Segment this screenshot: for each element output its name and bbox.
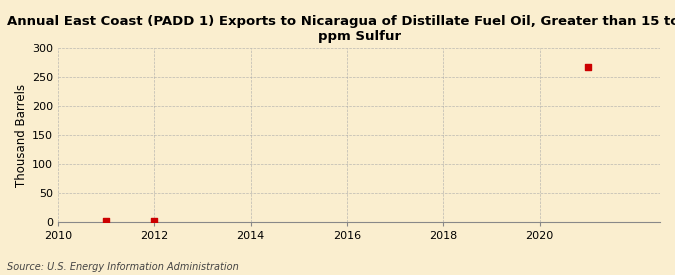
Point: [101, 218, 111, 223]
Title: Annual East Coast (PADD 1) Exports to Nicaragua of Distillate Fuel Oil, Greater : Annual East Coast (PADD 1) Exports to Ni…: [7, 15, 675, 43]
Point: [149, 218, 160, 223]
Y-axis label: Thousand Barrels: Thousand Barrels: [15, 84, 28, 187]
Point: [583, 65, 593, 69]
Text: Source: U.S. Energy Information Administration: Source: U.S. Energy Information Administ…: [7, 262, 238, 272]
